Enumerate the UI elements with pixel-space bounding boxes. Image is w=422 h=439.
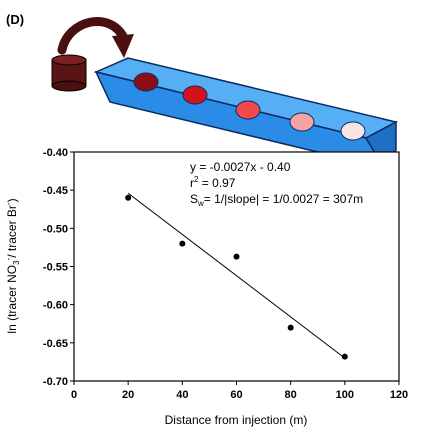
y-tick-label: -0.65 <box>43 338 68 350</box>
y-tick-label: -0.45 <box>43 185 68 197</box>
data-point <box>125 194 132 201</box>
x-tick-label: 120 <box>390 389 408 401</box>
x-tick-label: 20 <box>122 389 134 401</box>
curved-arrow-icon <box>57 17 134 58</box>
tracer-dot <box>289 112 315 132</box>
trendline <box>127 192 346 359</box>
x-axis-title: Distance from injection (m) <box>165 413 308 427</box>
y-axis-title: ln (tracer NO3-/ tracer Br-) <box>4 198 21 333</box>
plot-area <box>73 151 400 382</box>
y-tick-label: -0.70 <box>43 376 68 388</box>
equation-text: y = -0.0027x - 0.40 <box>190 160 291 174</box>
x-tick-label: 80 <box>285 389 297 401</box>
tracer-dot <box>182 85 208 105</box>
sw-text: Sw= 1/|slope| = 1/0.0027 = 307m <box>190 192 363 208</box>
scatter-chart: -0.40 -0.45 -0.50 -0.55 -0.60 -0.65 -0.70 0 20 4… <box>4 147 408 427</box>
stream-channel-illustration <box>93 57 399 170</box>
tracer-dot <box>133 72 159 92</box>
x-tick-label: 40 <box>176 389 188 401</box>
tracer-dot <box>235 100 261 120</box>
data-point <box>233 253 240 260</box>
data-point <box>341 353 348 360</box>
x-tick-label: 100 <box>336 389 354 401</box>
r-squared-text: r2 = 0.97 <box>190 175 236 190</box>
x-tick-label: 60 <box>230 389 242 401</box>
data-point <box>179 240 186 247</box>
y-tick-label: -0.60 <box>43 300 68 312</box>
panel-label: (D) <box>6 12 24 27</box>
cylinder-source-icon <box>51 54 87 92</box>
y-tick-label: -0.40 <box>43 147 68 159</box>
y-tick-label: -0.55 <box>43 262 68 274</box>
data-point <box>287 324 294 331</box>
y-tick-label: -0.50 <box>43 223 68 235</box>
tracer-dot <box>340 121 366 141</box>
x-tick-label: 0 <box>71 389 77 401</box>
